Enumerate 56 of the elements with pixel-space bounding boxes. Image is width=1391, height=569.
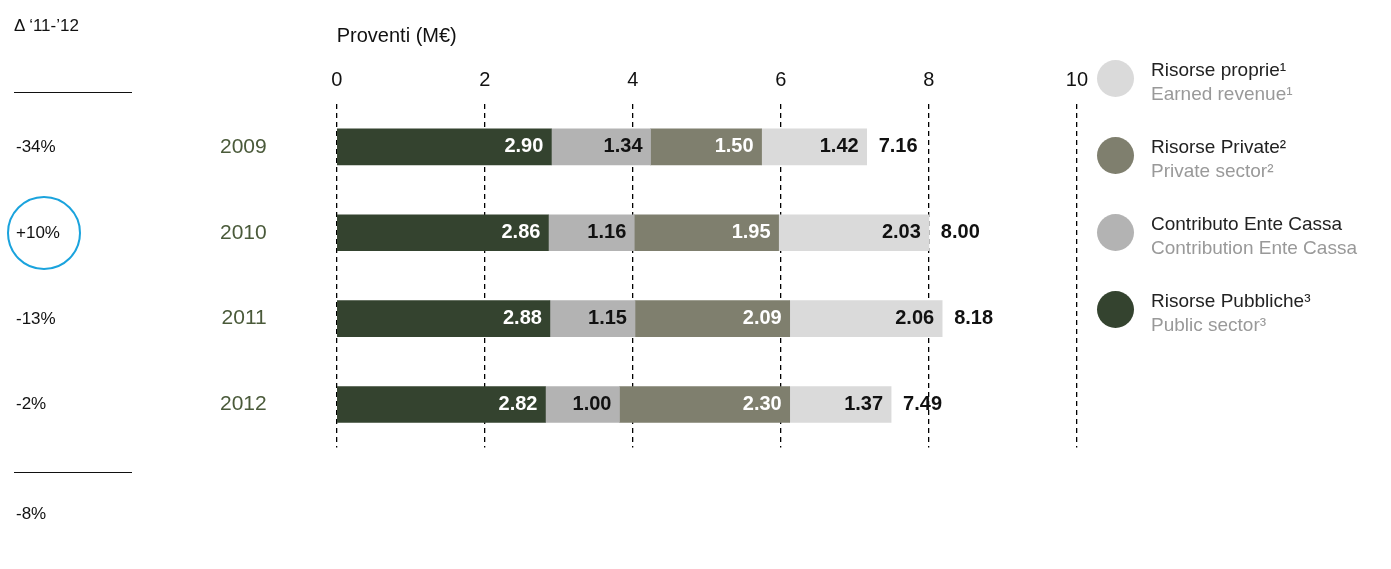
- bar: [789, 300, 943, 337]
- x-tick-label: 10: [1065, 67, 1088, 90]
- bar: [619, 386, 791, 423]
- legend-label: Risorse Private² Private sector²: [1151, 135, 1287, 183]
- x-axis-title: Proventi (M€): [336, 23, 457, 46]
- bar: [634, 300, 791, 337]
- bar: [551, 128, 651, 166]
- y-tick-label: 2010: [220, 219, 267, 243]
- data-label: 1.95: [731, 220, 771, 243]
- y-tick-label: 2012: [220, 391, 267, 415]
- data-label: 1.50: [714, 134, 754, 157]
- y-tick-label: 2011: [221, 305, 267, 329]
- x-tick-label: 0: [331, 67, 343, 90]
- total-label: 7.16: [878, 134, 918, 157]
- bar: [337, 300, 551, 337]
- data-label: 2.06: [895, 306, 935, 329]
- bar: [789, 386, 892, 423]
- data-label: 2.88: [502, 306, 542, 329]
- bar: [761, 128, 867, 166]
- data-label: 2.82: [498, 391, 538, 414]
- total-label: 8.18: [954, 306, 994, 329]
- data-label: 2.30: [742, 391, 782, 414]
- bar: [778, 214, 930, 252]
- text: -34%: [16, 136, 56, 156]
- total-label: 8.00: [940, 220, 980, 243]
- bar: [337, 386, 546, 423]
- total-label: 7.49: [903, 391, 943, 414]
- data-label: 2.09: [742, 306, 782, 329]
- bar: [337, 214, 549, 252]
- text: +10%: [16, 222, 60, 242]
- x-tick-label: 2: [479, 67, 491, 90]
- bar: [548, 214, 635, 252]
- bar: [337, 128, 552, 166]
- data-label: 1.15: [588, 306, 627, 329]
- legend-label: Risorse proprie¹ Earned revenue¹: [1151, 58, 1293, 106]
- data-label: 1.42: [819, 134, 859, 157]
- x-tick-label: 6: [775, 67, 787, 90]
- legend-label: Contributo Ente Cassa Contribution Ente Cassa: [1151, 212, 1357, 260]
- data-label: 2.90: [504, 134, 544, 157]
- bar: [650, 128, 762, 166]
- y-tick-label: 2009: [220, 133, 267, 157]
- data-label: 1.34: [603, 134, 644, 157]
- text: -2%: [16, 394, 47, 414]
- data-label: 1.00: [572, 391, 612, 414]
- legend-label: Risorse Pubbliche³ Public sector³: [1151, 289, 1311, 337]
- x-tick-label: 4: [627, 67, 639, 90]
- data-label: 1.16: [587, 220, 627, 243]
- bar: [549, 300, 636, 337]
- data-label: 2.03: [881, 220, 921, 243]
- text: -13%: [16, 308, 56, 328]
- bar: [633, 214, 779, 252]
- text: Δ ‘11-’12: [14, 16, 79, 36]
- x-tick-label: 8: [923, 67, 935, 90]
- data-label: 1.37: [844, 391, 884, 414]
- data-label: 2.86: [501, 220, 541, 243]
- text: -8%: [16, 504, 47, 524]
